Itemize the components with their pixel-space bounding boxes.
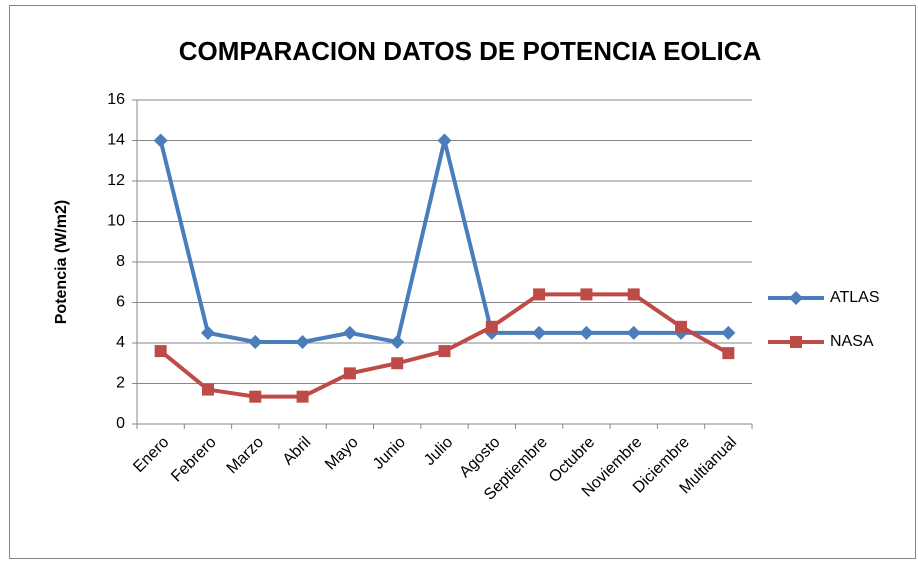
point [248, 334, 263, 349]
point [295, 334, 310, 349]
y-tick-label: 12 [107, 172, 125, 189]
chart-frame [9, 5, 916, 559]
point [485, 320, 498, 333]
y-tick-label: 14 [107, 132, 125, 149]
point [675, 320, 688, 333]
y-tick-label: 4 [116, 334, 125, 351]
y-tick-label: 6 [116, 294, 125, 311]
point [437, 133, 452, 148]
point [626, 325, 641, 340]
point [153, 133, 168, 148]
point [532, 325, 547, 340]
point [722, 347, 735, 360]
point [390, 334, 405, 349]
point [343, 367, 356, 380]
point [391, 357, 404, 370]
y-tick-label: 0 [116, 415, 125, 432]
point [296, 390, 309, 403]
point [342, 325, 357, 340]
point [201, 383, 214, 396]
y-tick-label: 8 [116, 253, 125, 270]
legend-label: NASA [830, 333, 874, 350]
point [579, 325, 594, 340]
point [533, 288, 546, 301]
y-tick-label: 2 [116, 375, 125, 392]
legend-marker [790, 336, 802, 348]
y-tick-label: 16 [107, 91, 125, 108]
y-axis-label: Potencia (W/m2) [53, 200, 70, 324]
point [721, 325, 736, 340]
legend-label: ATLAS [830, 289, 880, 306]
point [580, 288, 593, 301]
legend-marker [789, 291, 803, 305]
point [200, 325, 215, 340]
y-tick-label: 10 [107, 213, 125, 230]
chart-title: COMPARACION DATOS DE POTENCIA EOLICA [179, 36, 762, 66]
point [627, 288, 640, 301]
point [438, 345, 451, 358]
point [249, 390, 262, 403]
point [154, 345, 167, 358]
